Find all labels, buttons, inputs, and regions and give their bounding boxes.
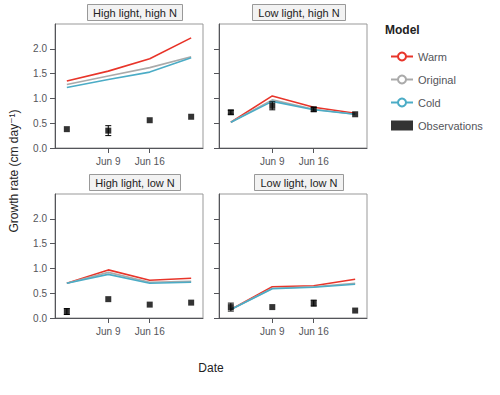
svg-text:High light, low N: High light, low N [95,177,175,189]
svg-text:0.0: 0.0 [33,143,47,154]
svg-text:Jun 9: Jun 9 [96,156,121,167]
svg-text:1.5: 1.5 [33,68,47,79]
svg-text:High light, high N: High light, high N [93,7,177,19]
svg-text:1.0: 1.0 [33,263,47,274]
svg-text:Jun 9: Jun 9 [260,326,285,337]
svg-text:Original: Original [418,74,456,86]
svg-text:Low light, high N: Low light, high N [258,7,339,19]
svg-text:Date: Date [198,361,224,375]
svg-text:0.0: 0.0 [33,313,47,324]
svg-text:0.5: 0.5 [33,118,47,129]
svg-text:Cold: Cold [418,97,441,109]
svg-text:Jun 16: Jun 16 [299,156,329,167]
svg-text:Jun 16: Jun 16 [299,326,329,337]
svg-text:Growth rate (cm day⁻¹): Growth rate (cm day⁻¹) [7,109,21,232]
svg-text:Jun 9: Jun 9 [260,156,285,167]
svg-text:Low light, low N: Low light, low N [260,177,337,189]
svg-text:Warm: Warm [418,51,447,63]
svg-text:Model: Model [385,23,420,37]
svg-text:Jun 9: Jun 9 [96,326,121,337]
svg-text:0.5: 0.5 [33,288,47,299]
svg-text:1.5: 1.5 [33,238,47,249]
svg-text:Jun 16: Jun 16 [135,156,165,167]
svg-text:2.0: 2.0 [33,43,47,54]
svg-text:2.0: 2.0 [33,213,47,224]
svg-text:Jun 16: Jun 16 [135,326,165,337]
svg-text:Observations: Observations [418,120,483,132]
svg-text:1.0: 1.0 [33,93,47,104]
